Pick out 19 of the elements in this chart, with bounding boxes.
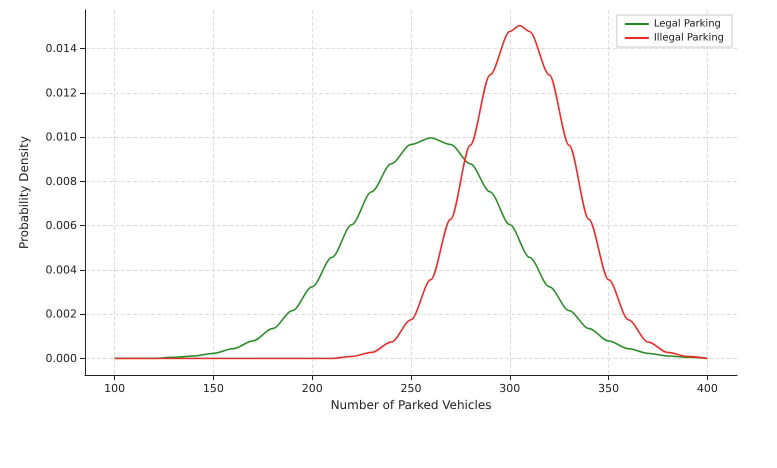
y-tick-label: 0.004 xyxy=(46,263,77,276)
x-tick-label: 400 xyxy=(696,382,718,395)
y-tick-label: 0.008 xyxy=(46,174,77,188)
y-tick-label: 0.014 xyxy=(46,42,77,56)
y-tick-label: 0.002 xyxy=(46,308,77,321)
x-tick-label: 100 xyxy=(104,382,126,395)
y-tick-label: 0.006 xyxy=(46,219,77,232)
x-axis-title: Number of Parked Vehicles xyxy=(330,398,492,412)
y-tick-label: 0.012 xyxy=(46,86,77,100)
legend-label: Illegal Parking xyxy=(654,32,724,44)
x-tick-label: 250 xyxy=(400,382,422,395)
x-tick-label: 150 xyxy=(202,382,224,395)
x-tick-label: 300 xyxy=(499,382,520,395)
y-tick-label: 0.000 xyxy=(46,352,77,365)
y-axis-title: Probability Density xyxy=(17,136,31,249)
y-tick-label: 0.010 xyxy=(46,130,77,144)
x-tick-label: 350 xyxy=(598,382,620,395)
legend-label: Legal Parking xyxy=(654,18,721,30)
x-tick-label: 200 xyxy=(302,382,323,395)
